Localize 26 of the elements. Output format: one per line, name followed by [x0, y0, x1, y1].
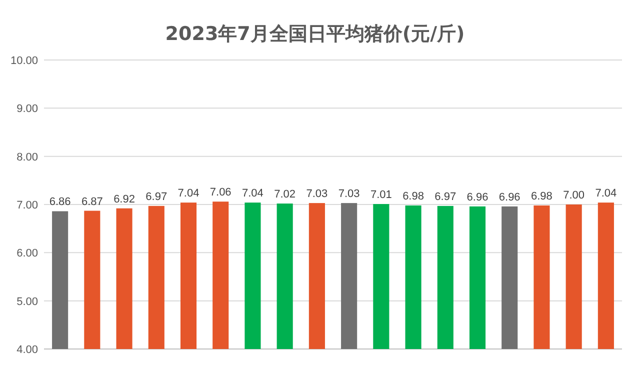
data-label: 7.00 [563, 190, 585, 202]
data-label: 7.04 [178, 188, 200, 200]
data-label: 6.86 [49, 196, 71, 208]
y-tick-label: 8.00 [16, 151, 38, 164]
data-label: 6.98 [402, 190, 424, 202]
data-label: 6.96 [466, 191, 488, 204]
y-tick-label: 7.00 [16, 200, 38, 212]
data-label: 7.03 [306, 188, 328, 200]
data-label: 7.04 [242, 188, 264, 200]
data-label: 6.98 [531, 190, 552, 202]
data-label: 6.92 [114, 193, 135, 206]
y-tick-label: 10.00 [10, 55, 38, 67]
data-label: 7.06 [210, 186, 232, 199]
data-label: 7.03 [338, 188, 360, 200]
y-tick-label: 4.00 [16, 344, 38, 356]
y-tick-label: 5.00 [16, 296, 38, 308]
data-label: 7.04 [595, 188, 617, 200]
data-label: 6.96 [498, 191, 520, 204]
chart-title: 2023年7月全国日平均猪价(元/斤) [165, 23, 465, 45]
data-label: 6.97 [146, 190, 168, 203]
data-label: 7.01 [370, 189, 392, 202]
data-label: 6.87 [81, 196, 103, 208]
data-label: 7.02 [274, 188, 296, 201]
y-tick-label: 9.00 [16, 103, 38, 116]
data-label: 6.97 [434, 190, 456, 203]
y-tick-label: 6.00 [16, 248, 38, 260]
